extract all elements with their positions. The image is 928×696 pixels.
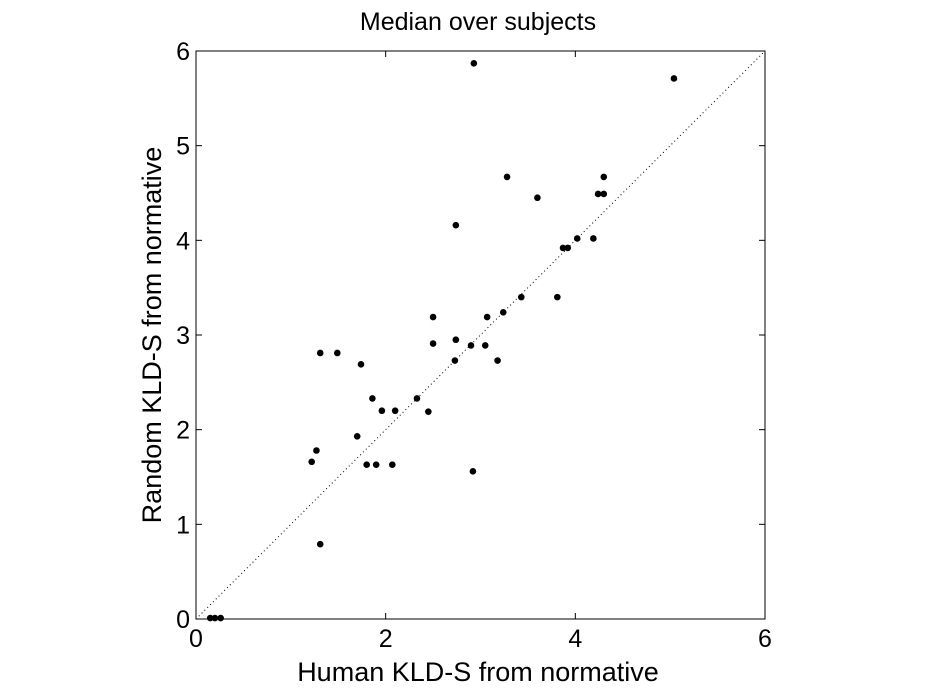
data-point [378, 407, 386, 415]
data-point [211, 614, 219, 622]
data-point [308, 458, 315, 466]
data-point [413, 395, 421, 402]
x-axis-label: Human KLD-S from normative [297, 657, 659, 687]
data-point [469, 468, 477, 475]
y-axis-label: Random KLD-S from normative [137, 147, 167, 524]
y-tick-label: 2 [176, 417, 190, 445]
data-point [452, 336, 460, 344]
data-point [517, 293, 525, 301]
y-tick-label: 3 [176, 322, 190, 350]
chart-title: Median over subjects [360, 8, 596, 36]
data-point [499, 308, 507, 316]
data-point [452, 221, 460, 229]
data-point [389, 461, 396, 468]
data-point [451, 357, 459, 364]
data-point [554, 293, 561, 301]
x-tick-label: 6 [758, 625, 772, 653]
diagonal-reference-line [195, 50, 766, 620]
data-point [353, 432, 361, 440]
data-point [483, 313, 491, 321]
data-point [363, 461, 371, 468]
data-point [467, 342, 475, 349]
data-point [600, 173, 608, 181]
data-point [470, 60, 478, 67]
data-point [429, 340, 437, 347]
data-point [600, 190, 608, 198]
data-point [316, 540, 324, 548]
data-point [564, 244, 572, 252]
x-tick-label: 2 [379, 625, 393, 653]
y-tick-label: 1 [176, 511, 190, 539]
y-tick-label: 6 [176, 38, 190, 66]
data-point [425, 408, 432, 415]
x-tick-label: 4 [568, 625, 582, 653]
data-point [206, 614, 214, 622]
data-point [217, 614, 224, 622]
data-point [429, 313, 437, 321]
y-tick-label: 5 [176, 133, 190, 161]
x-tick-label: 0 [189, 625, 203, 653]
data-point [334, 349, 341, 357]
data-point [573, 235, 581, 242]
axis-ticks: 0 2 4 6 0 1 2 3 4 5 6 [176, 38, 772, 653]
y-tick-label: 0 [176, 606, 190, 634]
data-point [391, 407, 399, 415]
y-tick-label: 4 [176, 227, 190, 255]
data-points [206, 60, 678, 622]
data-point [503, 173, 511, 181]
data-point [534, 194, 541, 202]
data-point [481, 342, 489, 349]
data-point [670, 75, 678, 82]
data-point [313, 447, 320, 454]
data-point [357, 361, 365, 368]
data-point [590, 235, 597, 242]
data-point [369, 395, 376, 402]
data-point [594, 190, 602, 198]
data-point [494, 357, 501, 364]
data-point [372, 461, 380, 468]
data-point [559, 244, 567, 252]
data-point [316, 349, 324, 357]
